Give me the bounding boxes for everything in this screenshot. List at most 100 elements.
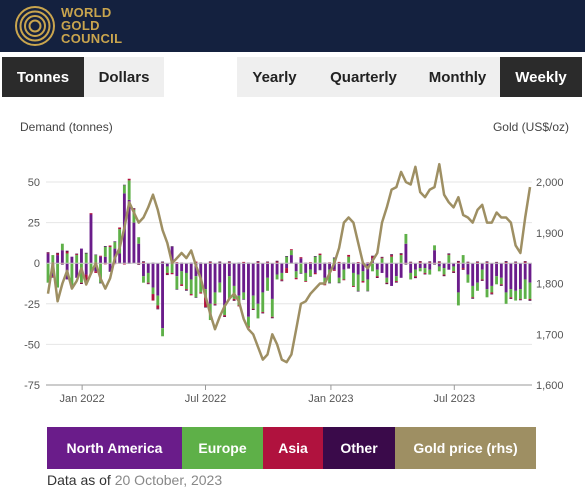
bar-other <box>142 261 145 262</box>
bar-north-america <box>323 263 327 278</box>
left-tick-label: 50 <box>28 177 40 189</box>
bar-europe <box>523 279 527 299</box>
bar-north-america <box>275 263 279 275</box>
dollars-button[interactable]: Dollars <box>98 68 150 86</box>
bar-asia <box>523 261 527 264</box>
bar-other <box>51 277 55 278</box>
bar-europe <box>351 272 355 286</box>
bar-other <box>480 280 484 281</box>
bar-europe <box>518 289 522 299</box>
bar-north-america <box>461 263 465 269</box>
bar-north-america <box>304 263 308 273</box>
bar-europe <box>485 289 489 298</box>
bar-europe <box>409 272 413 280</box>
bar-other <box>385 283 389 285</box>
bar-other <box>495 261 498 263</box>
bar-other <box>399 253 403 254</box>
bar-europe <box>223 305 227 316</box>
bar-europe <box>280 272 284 280</box>
bar-europe <box>285 256 289 264</box>
bar-asia <box>437 261 441 264</box>
legend-europe[interactable]: Europe <box>182 427 263 469</box>
bar-asia <box>156 305 160 309</box>
bar-asia <box>89 213 93 215</box>
bar-north-america <box>342 263 346 270</box>
bar-asia <box>304 281 308 282</box>
data-as-of-label: Data as of <box>47 472 111 488</box>
bar-north-america <box>261 263 265 293</box>
bar-north-america <box>146 263 150 273</box>
legend-other[interactable]: Other <box>323 427 395 469</box>
tonnes-button[interactable]: Tonnes <box>2 57 84 97</box>
bar-europe <box>261 292 265 312</box>
bar-other <box>309 276 312 277</box>
bar-europe <box>428 269 432 275</box>
bar-north-america <box>118 253 122 264</box>
bar-north-america <box>485 263 489 290</box>
monthly-button[interactable]: Monthly <box>428 68 487 86</box>
legend-asia[interactable]: Asia <box>263 427 323 469</box>
bar-north-america <box>390 263 394 286</box>
weekly-button[interactable]: Weekly <box>500 57 582 97</box>
bar-europe <box>89 263 93 273</box>
bar-other <box>375 277 379 278</box>
bar-asia <box>442 274 446 276</box>
bar-other <box>528 300 532 301</box>
bar-other <box>366 290 370 292</box>
bar-north-america <box>414 263 417 270</box>
logo-rings-icon <box>15 6 55 46</box>
legend-north-america[interactable]: North America <box>47 427 182 469</box>
bar-europe <box>347 256 351 264</box>
bar-europe <box>266 277 269 291</box>
bar-other <box>161 261 164 263</box>
quarterly-button[interactable]: Quarterly <box>330 68 397 86</box>
right-tick-label: 2,000 <box>536 177 564 189</box>
bar-other <box>318 269 322 271</box>
units-toggle: Tonnes Dollars <box>2 57 164 97</box>
legend-gold-price[interactable]: Gold price (rhs) <box>395 427 536 469</box>
bar-north-america <box>175 263 179 277</box>
bar-asia <box>380 257 384 259</box>
bar-other <box>418 261 422 262</box>
gold-price-line <box>46 162 532 364</box>
bar-europe <box>495 276 498 285</box>
bar-other <box>356 290 360 292</box>
bar-europe <box>70 263 74 286</box>
bar-north-america <box>380 263 384 273</box>
bar-north-america <box>452 263 456 267</box>
demand-chart: 50 25 0 -25 -50 -75 2,000 1,900 1,800 1,700 1,600 J… <box>24 162 564 405</box>
bar-asia <box>84 274 88 282</box>
bar-north-america <box>280 263 284 273</box>
bar-europe <box>375 269 379 277</box>
bar-north-america <box>514 263 518 291</box>
bar-europe <box>213 292 217 304</box>
bar-europe <box>242 292 246 299</box>
bar-other <box>46 252 50 253</box>
bar-europe <box>251 295 255 309</box>
bar-other <box>65 250 69 252</box>
bar-europe <box>394 276 398 282</box>
bar-north-america <box>208 263 212 304</box>
bar-north-america <box>366 263 370 280</box>
bar-other <box>371 255 374 257</box>
bar-asia <box>137 263 141 265</box>
bar-asia <box>199 292 203 294</box>
x-tick-label: Jul 2022 <box>185 393 227 405</box>
bar-north-america <box>223 263 227 306</box>
bar-asia <box>337 261 341 264</box>
bar-other <box>394 282 398 283</box>
bar-asia <box>275 261 279 264</box>
bar-europe <box>466 274 470 283</box>
bar-asia <box>46 252 50 254</box>
brand-wordmark[interactable]: WORLD GOLD COUNCIL <box>61 6 122 45</box>
bar-north-america <box>237 263 241 296</box>
bar-other <box>332 257 336 259</box>
bar-europe <box>361 271 365 282</box>
bar-other <box>122 184 126 186</box>
bar-north-america <box>523 263 527 280</box>
bar-europe <box>490 285 494 293</box>
yearly-button[interactable]: Yearly <box>252 68 297 86</box>
bar-other <box>165 274 169 276</box>
bar-asia <box>428 262 432 264</box>
bar-other <box>447 253 451 255</box>
